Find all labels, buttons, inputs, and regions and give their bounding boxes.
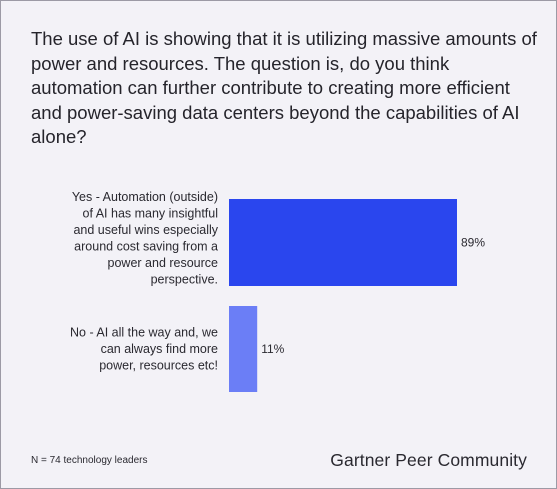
category-label: No - AI all the way and, we can always fi… (70, 325, 218, 372)
bar-no (229, 306, 258, 392)
category-label-line: No - AI all the way and, we (70, 325, 218, 339)
category-label-line: power, resources etc! (99, 358, 218, 372)
category-label-line: perspective. (151, 273, 218, 287)
category-label-line: and useful wins especially (73, 223, 218, 237)
bar-yes (229, 199, 457, 286)
category-label-line: power and resource (108, 256, 219, 270)
brand-logo-text: Gartner Peer Community (330, 450, 527, 470)
value-label: 11% (261, 342, 284, 356)
bar-chart: 89% Yes - Automation (outside) of AI has m… (70, 190, 485, 392)
category-label-line: can always find more (101, 342, 218, 356)
poll-question: The use of AI is showing that it is util… (31, 28, 537, 147)
category-label: Yes - Automation (outside) of AI has many… (72, 190, 219, 287)
sample-size-note: N = 74 technology leaders (31, 455, 148, 466)
value-label: 89% (461, 236, 485, 250)
category-label-line: Yes - Automation (outside) (72, 190, 218, 204)
category-label-line: around cost saving from a (74, 240, 218, 254)
category-label-line: of AI has many insightful (83, 207, 219, 221)
